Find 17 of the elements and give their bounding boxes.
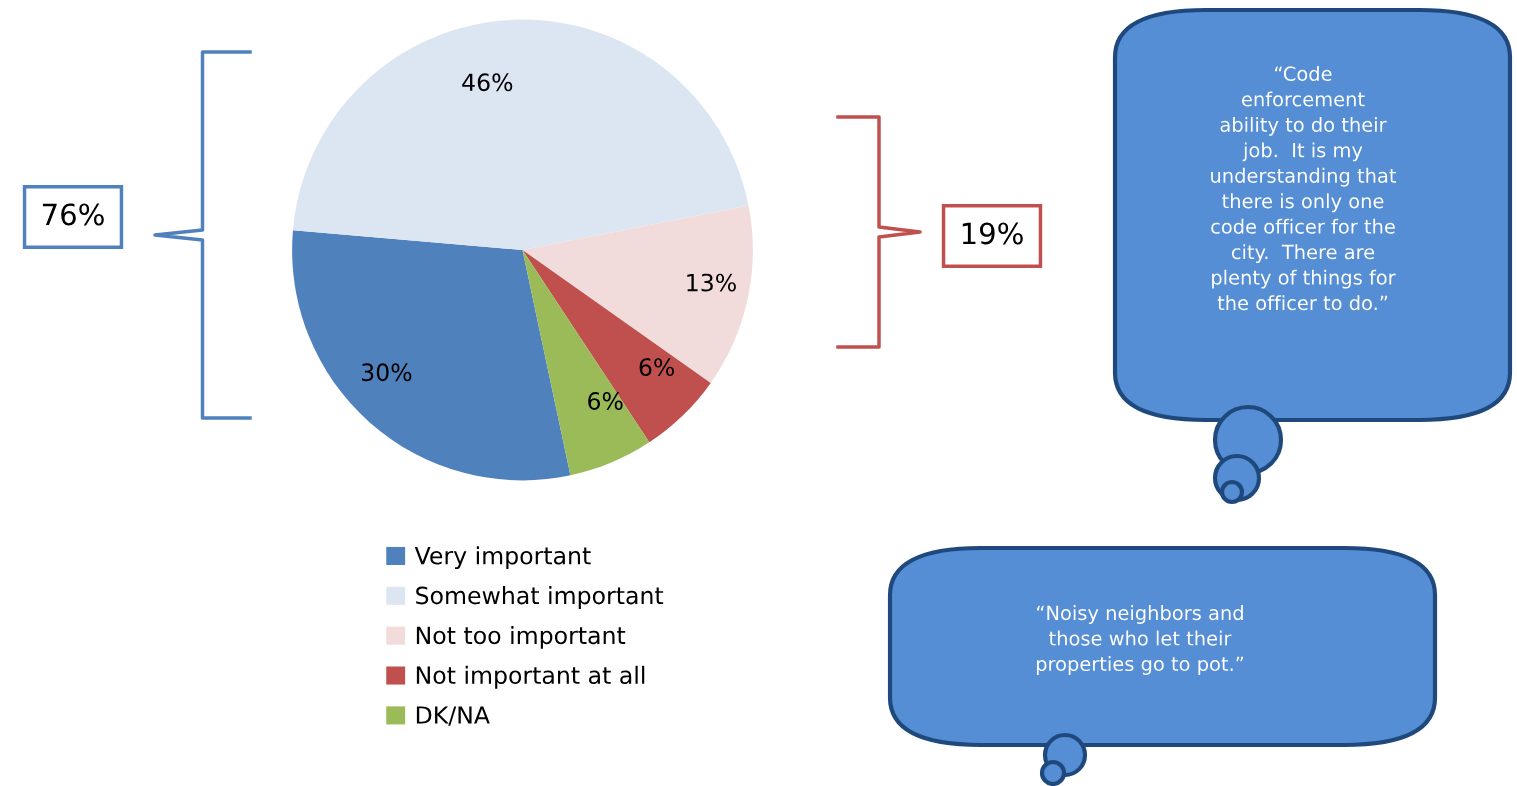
data-label: 6% [588,392,623,410]
pie-slice [292,230,571,481]
data-label: 6% [639,358,675,377]
legend-label: Very important [414,546,591,570]
text: 76% [42,203,104,226]
pie-slice [292,19,749,250]
legend-label: Not too important [416,625,626,649]
data-label: 30% [361,363,412,382]
data-label: 46% [462,73,513,92]
legend-label: DK/NA [416,706,490,726]
text: 19% [962,222,1023,245]
legend-label: Somewhat important [416,586,664,609]
data-label: 13% [687,273,736,292]
legend-label: Not important at all [416,665,645,689]
text: “Code enforcement ability to do their job. It is my understanding that there is only one code officer for the city. There are plenty of things for the officer to do.” [1211,65,1397,311]
text: “Noisy neighbors and those who let their properties go to pot.” [1036,605,1244,675]
pie-slice [522,205,753,383]
